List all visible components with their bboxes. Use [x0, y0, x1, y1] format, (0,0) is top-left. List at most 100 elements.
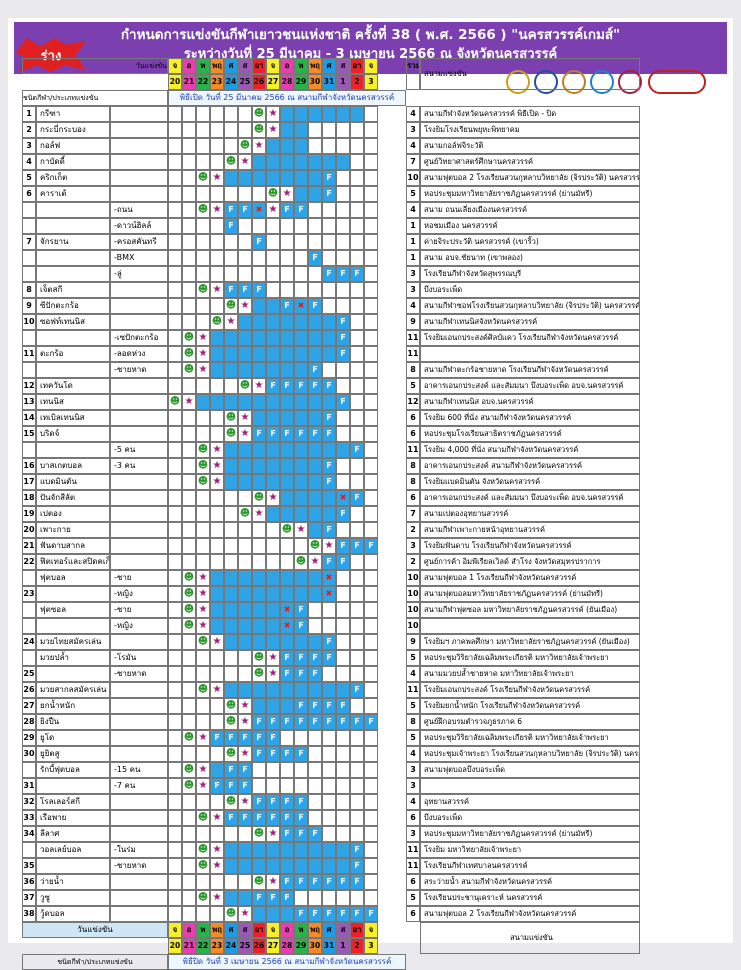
day-cell: [336, 650, 350, 666]
day-cell: [336, 730, 350, 746]
competition-day-cell: [252, 362, 266, 378]
sport-name: มวยไทยสมัครเล่น: [36, 634, 110, 650]
competition-day-cell: [238, 442, 252, 458]
competition-day-cell: [252, 842, 266, 858]
date-cell: 30: [308, 938, 322, 954]
sport-name: มวยสากลสมัครเล่น: [36, 682, 110, 698]
competition-day-cell: [224, 170, 238, 186]
day-cell: [336, 170, 350, 186]
day-cell: [210, 906, 224, 922]
day-cell: [336, 378, 350, 394]
event-type: -ชายหาด: [110, 666, 168, 682]
final-day-cell: F: [280, 714, 294, 730]
competition-day-cell: [280, 170, 294, 186]
date-cell: 3: [364, 74, 378, 90]
draw-day-icon: ★: [238, 906, 252, 922]
final-day-cell: F: [322, 634, 336, 650]
date-cell: 22: [196, 938, 210, 954]
date-cell: 23: [210, 74, 224, 90]
logo-emblem-2-icon: [534, 70, 558, 94]
day-cell: [364, 202, 378, 218]
day-cell: [322, 138, 336, 154]
day-cell: [252, 266, 266, 282]
competition-day-cell: [266, 618, 280, 634]
day-cell: [182, 490, 196, 506]
final-day-cell: F: [350, 874, 364, 890]
competition-day-cell: [266, 314, 280, 330]
competition-day-cell: [266, 346, 280, 362]
day-cell: [196, 298, 210, 314]
event-type: [110, 634, 168, 650]
final-day-cell: F: [280, 666, 294, 682]
event-type: [110, 698, 168, 714]
event-type: [110, 410, 168, 426]
competition-day-cell: [224, 458, 238, 474]
day-cell: [350, 186, 364, 202]
competition-day-cell: [308, 634, 322, 650]
row-number: [22, 842, 36, 858]
competition-day-cell: [210, 362, 224, 378]
competition-day-cell: [252, 314, 266, 330]
competition-day-cell: [224, 362, 238, 378]
day-cell: [224, 186, 238, 202]
date-cell: 30: [308, 74, 322, 90]
date-cell: 31: [322, 938, 336, 954]
row-number: 10: [22, 314, 36, 330]
day-cell: [196, 234, 210, 250]
total-days: 12: [406, 394, 420, 410]
sport-name: [36, 442, 110, 458]
total-days: 3: [406, 266, 420, 282]
competition-day-cell: [238, 618, 252, 634]
competition-day-cell: [294, 682, 308, 698]
day-cell: [168, 426, 182, 442]
competition-day-cell: [266, 170, 280, 186]
final-day-cell: F: [322, 906, 336, 922]
draw-day-icon: ★: [210, 890, 224, 906]
sport-name: วู้ดบอล: [36, 906, 110, 922]
day-cell: [294, 730, 308, 746]
date-cell: 31: [322, 74, 336, 90]
venue-name: หอประชุมโรงเรียนสาธิตราชภัฏนครสวรรค์: [420, 426, 640, 442]
day-cell: [196, 154, 210, 170]
day-cell: [364, 410, 378, 426]
date-cell: 25: [238, 938, 252, 954]
venue-name: สนามฟุตบอลบึงบอระเพ็ด: [420, 762, 640, 778]
competition-day-cell: [210, 570, 224, 586]
draw-day-icon: ★: [196, 570, 210, 586]
weekday-cell: อา: [350, 58, 364, 74]
event-type: -ดาวน์ฮิลล์: [110, 218, 168, 234]
day-cell: [350, 362, 364, 378]
final-day-cell: F: [266, 426, 280, 442]
event-type: -3 คน: [110, 458, 168, 474]
day-cell: [364, 122, 378, 138]
day-cell: [350, 746, 364, 762]
final-day-cell: F: [308, 666, 322, 682]
day-cell: [168, 634, 182, 650]
competition-day-cell: [322, 346, 336, 362]
day-cell: [336, 186, 350, 202]
day-cell: [182, 890, 196, 906]
competition-day-cell: [266, 858, 280, 874]
day-cell: [210, 218, 224, 234]
day-cell: [350, 570, 364, 586]
event-type: [110, 314, 168, 330]
total-days: 5: [406, 186, 420, 202]
competition-day-cell: [336, 154, 350, 170]
meeting-day-icon: ☻: [252, 874, 266, 890]
day-cell: [322, 826, 336, 842]
venue-name: สนามกีฬาฟุตซอล มหาวิทยาลัยราชภัฏนครสวรรค…: [420, 602, 640, 618]
sport-name: ยกน้ำหนัก: [36, 698, 110, 714]
day-cell: [168, 154, 182, 170]
competition-day-cell: [238, 634, 252, 650]
day-cell: [322, 666, 336, 682]
date-cell: 20: [168, 74, 182, 90]
sport-name: ยูโด: [36, 730, 110, 746]
day-cell: [350, 154, 364, 170]
row-number: 8: [22, 282, 36, 298]
day-cell: [350, 378, 364, 394]
competition-day-cell: [210, 330, 224, 346]
final-day-cell: F: [280, 202, 294, 218]
final-day-cell: F: [266, 746, 280, 762]
competition-day-cell: [238, 330, 252, 346]
final-day-cell: F: [224, 810, 238, 826]
